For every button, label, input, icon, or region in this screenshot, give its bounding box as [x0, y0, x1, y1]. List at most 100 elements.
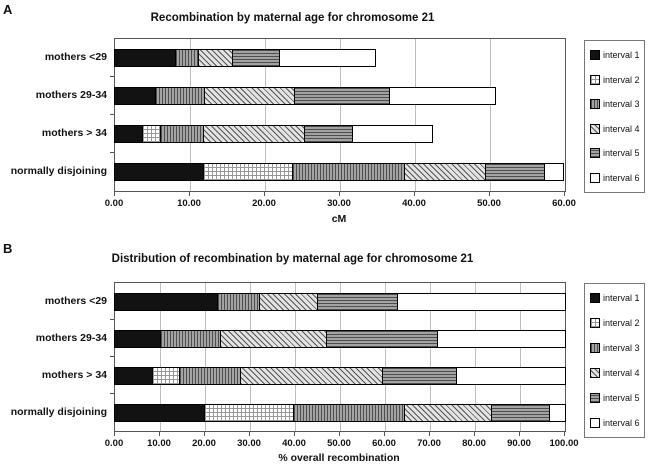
bar-segment-interval-2: [205, 404, 295, 421]
bar-segment-interval-5: [383, 367, 457, 384]
x-tick-label: 90.00: [507, 438, 531, 449]
legend-label: interval 5: [603, 392, 640, 403]
x-tick-label: 60.00: [552, 198, 576, 209]
legend-label: interval 1: [603, 50, 640, 61]
legend-item: interval 2: [590, 318, 644, 329]
x-tick-mark: [384, 432, 385, 436]
y-tick-mark: [110, 76, 114, 77]
x-tick-label: 0.00: [104, 198, 124, 209]
bar-segment-interval-4: [241, 367, 384, 384]
bar-segment-interval-1: [115, 293, 219, 310]
gridline: [520, 283, 521, 431]
category-label: normally disjoining: [10, 165, 107, 177]
legend-label: interval 2: [603, 318, 640, 329]
panel-a-letter: A: [3, 2, 13, 17]
bar-segment-interval-6: [280, 50, 375, 66]
panel-b-plot-area: [114, 282, 566, 432]
y-tick-mark: [110, 152, 114, 153]
gridline: [490, 39, 491, 191]
gridline: [340, 283, 341, 431]
bar-segment-interval-1: [115, 50, 176, 66]
bar-segment-interval-4: [205, 88, 295, 104]
x-tick-mark: [189, 192, 190, 196]
y-tick-mark: [110, 393, 114, 394]
legend-item: interval 3: [590, 343, 644, 354]
gridline: [415, 39, 416, 191]
x-tick-label: 50.00: [477, 198, 501, 209]
legend-label: interval 2: [603, 74, 640, 85]
x-tick-mark: [114, 432, 115, 436]
bar-segment-interval-3: [161, 330, 221, 347]
bar-segment-interval-2: [142, 126, 161, 142]
bar-row-4: [114, 403, 566, 422]
legend-item: interval 3: [590, 99, 644, 110]
bar-segment-interval-3: [218, 293, 260, 310]
bar-segment-interval-4: [405, 404, 493, 421]
gridline: [265, 39, 266, 191]
bar-segment-interval-3: [160, 126, 205, 142]
x-tick-label: 20.00: [192, 438, 216, 449]
bar-segment-interval-4: [405, 164, 486, 180]
bar-row-4: [114, 163, 564, 181]
legend-swatch-interval-3: [590, 99, 600, 110]
panel-b: B Distribution of recombination by mater…: [0, 236, 648, 473]
bar-segment-interval-6: [549, 404, 565, 421]
legend-item: interval 5: [590, 392, 644, 403]
x-tick-label: 70.00: [417, 438, 441, 449]
bar-segment-interval-2: [153, 367, 181, 384]
legend-label: interval 4: [603, 367, 640, 378]
bar-segment-interval-4: [199, 50, 233, 66]
bar-row-2: [114, 329, 566, 348]
bar-segment-interval-3: [155, 88, 205, 104]
x-tick-mark: [114, 192, 115, 196]
legend-swatch-interval-5: [590, 148, 600, 159]
category-label: mothers <29: [44, 294, 107, 307]
bar-row-2: [114, 87, 497, 105]
bar-segment-interval-6: [389, 88, 496, 104]
legend-item: interval 4: [590, 367, 644, 378]
gridline: [295, 283, 296, 431]
bar-segment-interval-5: [326, 330, 438, 347]
bar-segment-interval-3: [180, 367, 241, 384]
legend-swatch-interval-4: [590, 123, 600, 134]
gridline: [340, 39, 341, 191]
gridline: [160, 283, 161, 431]
y-tick-mark: [110, 114, 114, 115]
legend-label: interval 3: [603, 343, 640, 354]
bar-segment-interval-5: [317, 293, 399, 310]
legend-label: interval 1: [603, 293, 640, 304]
bar-segment-interval-6: [398, 293, 565, 310]
panel-b-letter: B: [3, 241, 13, 256]
x-tick-mark: [294, 432, 295, 436]
gridline: [475, 283, 476, 431]
bar-segment-interval-6: [544, 164, 563, 180]
gridline: [190, 39, 191, 191]
bar-row-1: [114, 49, 376, 67]
x-tick-label: 10.00: [177, 198, 201, 209]
x-tick-label: 100.00: [549, 438, 579, 449]
panel-a-plot-area: [114, 38, 566, 192]
legend-swatch-interval-5: [590, 392, 600, 403]
gridline: [430, 283, 431, 431]
bar-segment-interval-3: [175, 50, 199, 66]
category-label: mothers <29: [44, 51, 107, 63]
bar-segment-interval-3: [294, 404, 406, 421]
category-label: normally disjoining: [10, 405, 107, 418]
legend-swatch-interval-2: [590, 74, 600, 85]
y-tick-mark: [110, 319, 114, 320]
bar-segment-interval-5: [492, 404, 550, 421]
legend-swatch-interval-6: [590, 172, 600, 183]
x-tick-mark: [414, 192, 415, 196]
x-tick-label: 80.00: [462, 438, 486, 449]
x-tick-mark: [159, 432, 160, 436]
category-label: mothers > 34: [41, 368, 107, 381]
y-tick-mark: [110, 356, 114, 357]
x-tick-mark: [474, 432, 475, 436]
panel-a: A Recombination by maternal age for chro…: [0, 0, 648, 236]
x-tick-mark: [564, 192, 565, 196]
legend-label: interval 6: [603, 172, 640, 183]
legend-swatch-interval-1: [590, 50, 600, 61]
bar-segment-interval-5: [295, 88, 390, 104]
legend-item: interval 5: [590, 148, 644, 159]
x-tick-mark: [264, 192, 265, 196]
